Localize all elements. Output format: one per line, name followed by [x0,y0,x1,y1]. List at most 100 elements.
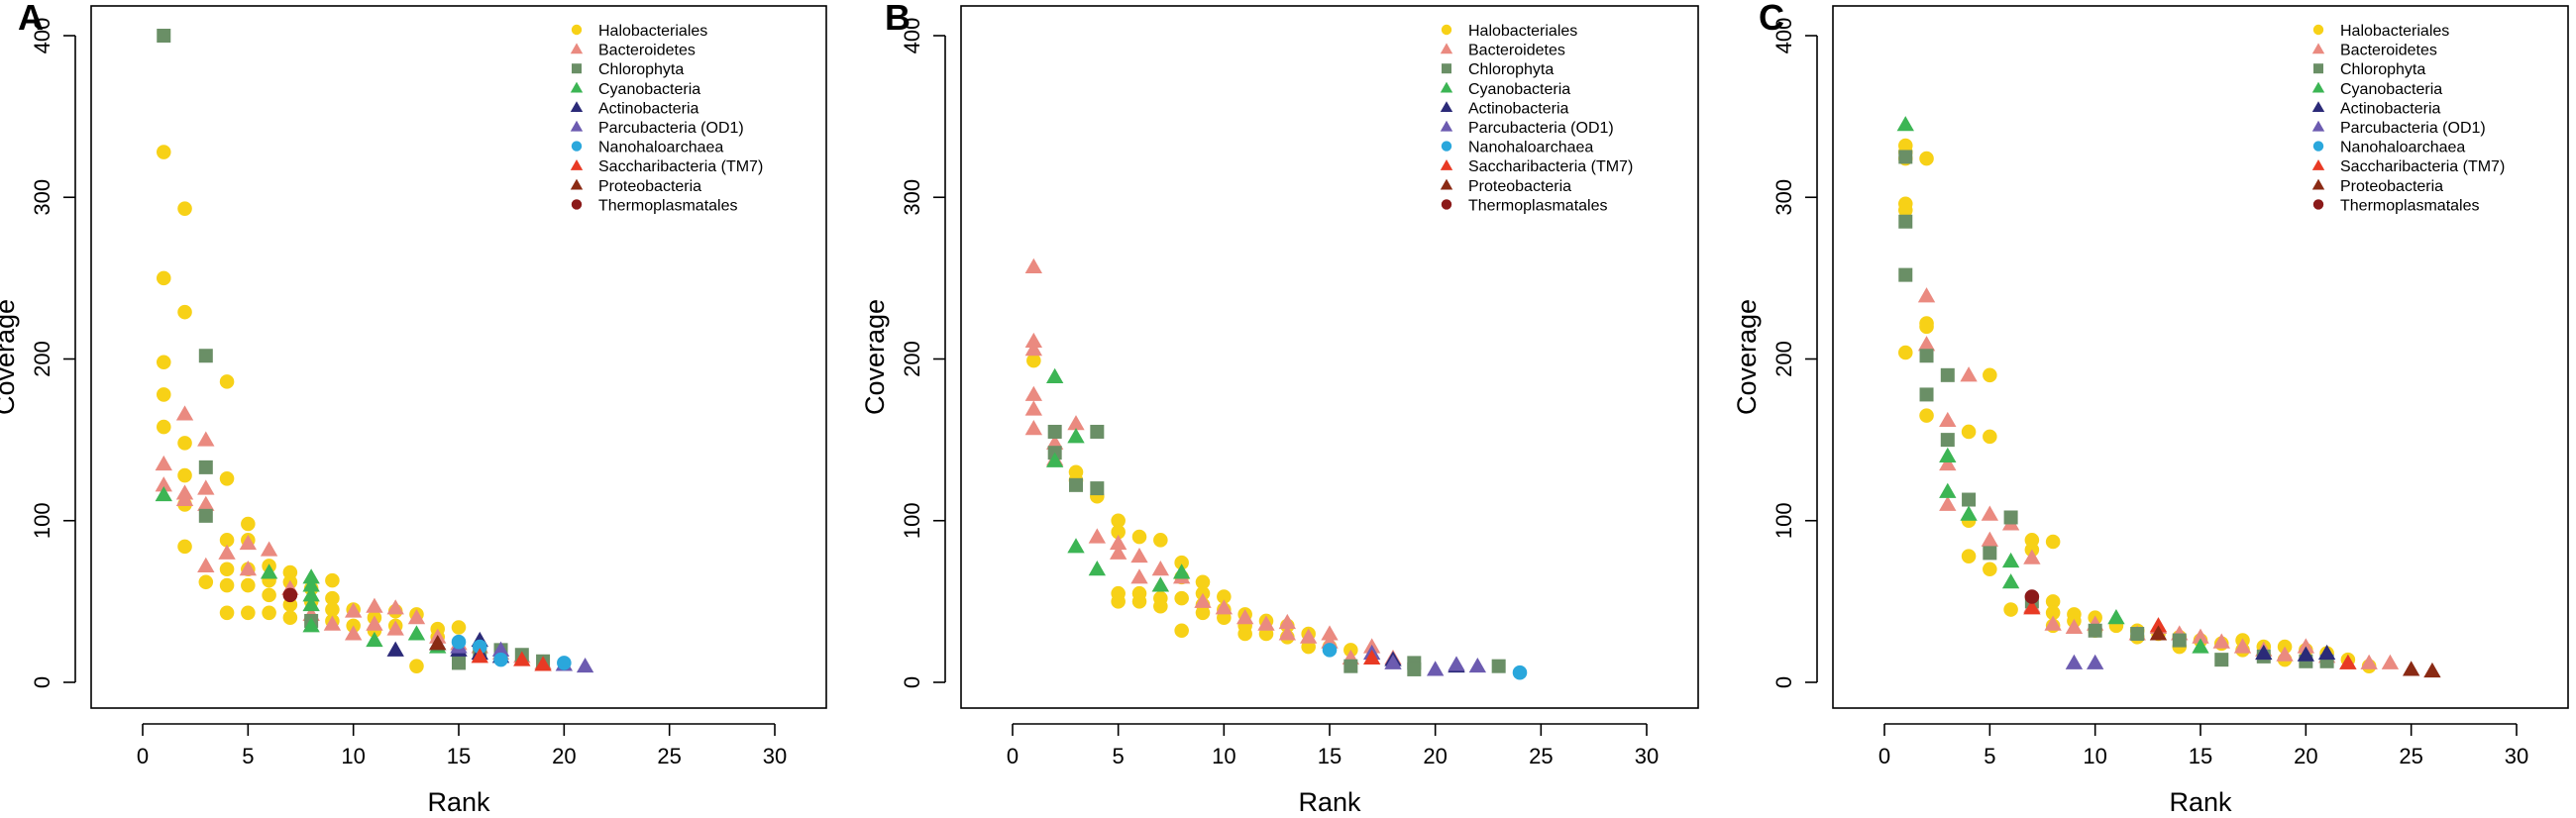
data-point [239,561,258,576]
legend-marker-nanohaloarchaea [2312,141,2324,152]
data-point [219,374,235,389]
data-point [2001,573,2020,589]
data-point [2044,615,2062,631]
y-tick-label: 400 [900,18,924,54]
data-point [2045,534,2061,550]
series-parcubacteria-od1 [2065,654,2104,669]
data-point [1174,555,1189,570]
series-actinobacteria [2255,644,2336,662]
data-point [1939,447,1957,462]
data-point [2003,602,2018,617]
data-point [1897,203,1913,218]
x-tick-label: 20 [552,744,576,768]
data-point [2086,654,2104,669]
data-point [1067,415,1085,431]
data-point [1939,482,1957,498]
x-axis-label: Rank [427,787,490,817]
data-point [1939,455,1957,471]
data-point [241,577,256,593]
data-point [1343,659,1358,673]
data-point [219,533,235,548]
data-point [1067,428,1085,444]
plot-frame [960,5,1699,709]
series-chlorophyta [1047,424,1506,676]
data-point [1961,549,1977,563]
x-tick-label: 10 [1212,744,1235,768]
data-point [1898,214,1913,229]
data-point [2107,609,2125,625]
legend-label: Bacteroidetes [598,43,696,59]
legend-marker-chlorophyta [2313,63,2323,74]
data-point [302,617,320,633]
data-point [1153,598,1168,614]
data-point [344,625,363,641]
x-tick-label: 5 [1984,744,1995,768]
x-tick-label: 20 [1423,744,1447,768]
data-point [156,355,171,370]
data-point [2255,644,2273,661]
plot-frame [1832,5,2569,709]
x-tick-label: 25 [2399,744,2422,768]
data-point [1151,561,1170,576]
data-point [366,597,383,613]
data-point [177,539,192,555]
x-tick-label: 25 [657,744,681,768]
y-tick-label: 400 [30,18,54,54]
panel-label: C [1759,0,1784,38]
data-point [2192,638,2209,654]
data-point [1111,594,1126,609]
legend-label: Chlorophyta [2340,61,2425,78]
legend-marker-proteobacteria [2311,178,2325,190]
data-point [1983,546,1997,561]
data-point [155,455,172,471]
legend-label: Actinobacteria [2340,100,2440,117]
data-point [1131,594,1147,609]
data-point [1898,267,1913,282]
legend-marker-chlorophyta [572,63,582,74]
data-point [262,605,276,621]
data-point [2045,605,2061,621]
y-tick-label: 100 [900,502,924,539]
panel-label: A [18,0,44,38]
data-point [1278,625,1297,641]
data-point [1045,367,1064,383]
data-point [493,652,508,667]
data-point [557,656,572,670]
y-tick-label: 200 [900,341,924,377]
y-tick-label: 0 [30,676,54,688]
panel-b: 0 5 10 15 20 25 30 Rank 0 100 200 300 400 Coverage B Ha… [860,0,1699,817]
series-proteobacteria [2149,625,2441,678]
legend-marker-actinobacteria [2311,101,2325,113]
data-point [1299,628,1318,644]
series-chlorophyta [1898,150,2334,668]
x-tick-label: 5 [242,744,254,768]
legend-marker-thermoplasmatales [571,199,583,210]
data-point [1069,477,1083,492]
legend-label: Parcubacteria (OD1) [598,120,744,137]
data-point [2045,594,2061,609]
legend-marker-thermoplasmatales [2312,199,2324,210]
data-point [175,490,194,507]
legend-marker-bacteroidetes [1440,43,1453,54]
legend-label: Halobacteriales [1468,23,1577,40]
data-point [1215,599,1234,615]
y-tick-label: 0 [900,676,924,688]
legend-marker-halobacteriales [1441,24,1452,36]
data-point [1109,534,1127,551]
legend-marker-bacteroidetes [2311,43,2325,54]
data-point [1939,495,1957,511]
legend-label: Cyanobacteria [1468,81,1570,98]
data-point [1940,367,1955,382]
data-point [1024,332,1043,349]
series-nanohaloarchaea [451,634,572,670]
series-parcubacteria-od1 [1362,644,1487,676]
data-point [1960,366,1978,382]
data-point [156,145,171,159]
data-point [325,590,340,606]
legend-label: Chlorophyta [1468,61,1554,78]
legend-label: Proteobacteria [598,178,701,195]
series-halobacteriales [1897,138,2377,673]
data-point [156,419,171,435]
data-point [1919,151,1934,166]
